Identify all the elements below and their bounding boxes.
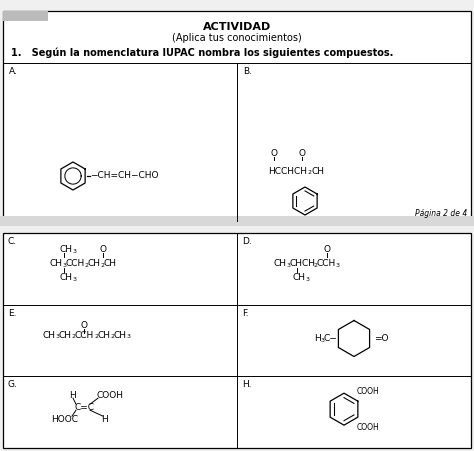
Text: ACTIVIDAD: ACTIVIDAD <box>203 22 271 32</box>
Text: 2: 2 <box>85 263 89 268</box>
Text: 3: 3 <box>127 335 131 340</box>
Text: C=C: C=C <box>75 403 95 412</box>
Text: H: H <box>314 334 321 343</box>
Text: E.: E. <box>8 308 17 318</box>
FancyBboxPatch shape <box>0 216 474 226</box>
Text: O: O <box>299 149 306 158</box>
Text: 3: 3 <box>56 335 60 340</box>
Text: 2: 2 <box>72 335 76 340</box>
Text: 2: 2 <box>111 335 115 340</box>
Text: CH: CH <box>293 273 306 282</box>
Text: Página 2 de 4: Página 2 de 4 <box>415 208 467 217</box>
Text: CH: CH <box>98 331 111 340</box>
Text: D.: D. <box>242 237 252 246</box>
Text: 1.   Según la nomenclatura IUPAC nombra los siguientes compuestos.: 1. Según la nomenclatura IUPAC nombra lo… <box>11 48 393 58</box>
Text: CH: CH <box>50 259 63 268</box>
Text: CH: CH <box>104 259 117 268</box>
Text: CH: CH <box>274 259 287 268</box>
Text: −CH=CH−CHO: −CH=CH−CHO <box>90 171 158 180</box>
Text: A.: A. <box>9 67 18 76</box>
Text: O: O <box>81 321 88 330</box>
Text: O: O <box>324 245 331 254</box>
Text: COOH: COOH <box>357 423 380 432</box>
Text: COOH: COOH <box>357 387 380 396</box>
Text: 2: 2 <box>95 335 99 340</box>
Text: CH: CH <box>114 331 127 340</box>
Text: HCCHCH: HCCHCH <box>268 166 307 175</box>
Text: O: O <box>100 245 107 254</box>
Text: 3: 3 <box>321 337 325 342</box>
Text: 2: 2 <box>101 263 105 268</box>
Text: 3: 3 <box>73 277 77 282</box>
Text: 3: 3 <box>287 263 291 268</box>
Text: 3: 3 <box>73 249 77 254</box>
Text: CCH: CCH <box>317 259 336 268</box>
Text: CHCH: CHCH <box>290 259 316 268</box>
Text: C.: C. <box>8 237 17 246</box>
FancyBboxPatch shape <box>3 11 48 21</box>
Text: CH: CH <box>60 273 73 282</box>
Text: 2: 2 <box>314 263 318 268</box>
FancyBboxPatch shape <box>3 233 471 448</box>
Text: (Aplica tus conocimientos): (Aplica tus conocimientos) <box>172 33 302 43</box>
Text: CH: CH <box>60 245 73 254</box>
Text: O: O <box>271 149 277 158</box>
Text: CH: CH <box>43 331 56 340</box>
Text: CCH: CCH <box>75 331 94 340</box>
Text: H.: H. <box>242 380 252 389</box>
Text: HOOC: HOOC <box>51 414 78 423</box>
Text: 3: 3 <box>306 277 310 282</box>
Text: C−: C− <box>324 334 338 343</box>
Text: G.: G. <box>8 380 18 389</box>
Text: CH: CH <box>312 166 325 175</box>
Text: =O: =O <box>374 334 389 343</box>
Text: CH: CH <box>59 331 72 340</box>
Text: CH: CH <box>88 259 101 268</box>
Text: COOH: COOH <box>97 391 124 400</box>
Text: H: H <box>70 391 76 400</box>
Text: H: H <box>101 414 108 423</box>
Text: CCH: CCH <box>66 259 85 268</box>
Text: 3: 3 <box>63 263 67 268</box>
FancyBboxPatch shape <box>3 11 471 221</box>
Text: 2: 2 <box>308 170 312 175</box>
Text: 3: 3 <box>336 263 340 268</box>
Text: F.: F. <box>242 308 248 318</box>
Text: B.: B. <box>243 67 252 76</box>
